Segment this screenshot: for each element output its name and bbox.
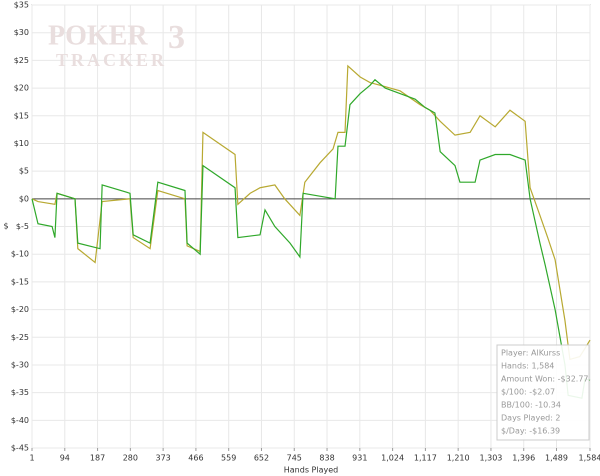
info-line: Player: AlKurss	[501, 349, 560, 358]
watermark-poker: POKER	[48, 20, 148, 51]
x-tick-label: 745	[287, 454, 302, 463]
y-tick-label: $-30	[11, 360, 29, 369]
x-tick-label: 1,584	[579, 454, 600, 463]
info-line: BB/100: -10.34	[501, 401, 561, 410]
y-tick-label: $-10	[11, 250, 29, 259]
x-tick-label: 559	[221, 454, 236, 463]
x-tick-label: 1,396	[512, 454, 535, 463]
y-tick-label: $35	[14, 1, 29, 10]
y-tick-label: $-20	[11, 305, 29, 314]
x-tick-label: 187	[90, 454, 105, 463]
x-tick-label: 373	[155, 454, 170, 463]
x-tick-label: 1,024	[381, 454, 404, 463]
x-tick-label: 94	[60, 454, 70, 463]
y-tick-label: $15	[14, 111, 29, 120]
watermark-version: 3	[168, 19, 185, 56]
y-tick-label: $5	[19, 167, 29, 176]
y-tick-label: $-35	[11, 388, 29, 397]
y-tick-label: $0	[19, 194, 29, 203]
x-tick-label: 1,489	[545, 454, 568, 463]
x-tick-label: 1,303	[479, 454, 502, 463]
series-line	[31, 78, 591, 399]
info-box	[496, 344, 590, 441]
x-tick-label: 1,210	[447, 454, 470, 463]
info-line: Amount Won: -$32.77	[501, 375, 589, 384]
y-tick-label: $30	[14, 28, 29, 37]
x-tick-label: 838	[319, 454, 334, 463]
info-line: Days Played: 2	[501, 414, 561, 423]
y-axis-label: $	[3, 222, 8, 231]
y-tick-label: $-45	[11, 444, 29, 453]
y-tick-label: $-25	[11, 333, 29, 342]
y-tick-label: $-15	[11, 277, 29, 286]
info-line: Hands: 1,584	[501, 362, 554, 371]
x-tick-label: 1	[29, 454, 34, 463]
x-tick-label: 466	[188, 454, 203, 463]
y-tick-label: $20	[14, 84, 29, 93]
info-line: $/100: -$2.07	[501, 388, 555, 397]
y-tick-label: $10	[14, 139, 29, 148]
y-tick-label: $-5	[16, 222, 29, 231]
x-tick-label: 652	[254, 454, 269, 463]
watermark-tracker: TRACKER	[56, 50, 167, 70]
x-tick-label: 280	[123, 454, 138, 463]
y-tick-label: $-40	[11, 416, 29, 425]
x-tick-label: 1,117	[414, 454, 437, 463]
info-line: $/Day: -$16.39	[501, 427, 560, 436]
x-tick-label: 931	[352, 454, 367, 463]
x-axis-label: Hands Played	[284, 466, 338, 475]
y-tick-label: $25	[14, 56, 29, 65]
